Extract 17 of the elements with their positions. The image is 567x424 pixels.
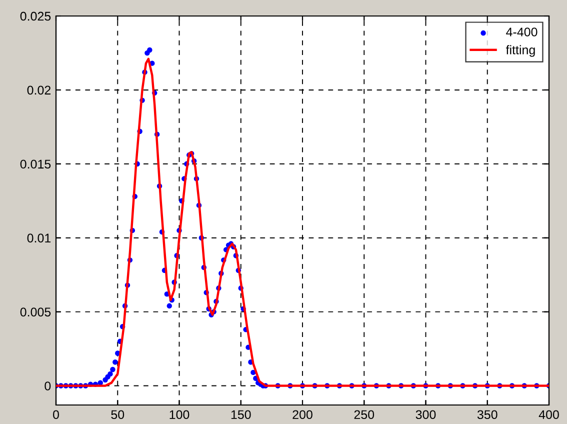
x-tick-label: 200	[292, 410, 312, 420]
x-tick-label: 300	[416, 410, 436, 420]
y-tick-label: 0.005	[20, 308, 51, 316]
y-tick-label: 0.015	[20, 160, 51, 169]
x-tick-label: 400	[538, 410, 559, 420]
x-tick-label: 50	[111, 410, 124, 420]
x-tick-label: 150	[231, 410, 251, 420]
x-tick-label: 100	[170, 410, 190, 420]
x-tick-label: 350	[477, 410, 498, 420]
x-tick-label: 0	[53, 410, 59, 420]
y-tick-label: 0.02	[27, 86, 51, 95]
x-tick-label: 250	[354, 410, 374, 420]
y-tick-label: 0	[44, 382, 51, 390]
legend-label: fitting	[506, 45, 535, 57]
y-tick-label: 0.025	[20, 12, 51, 21]
y-tick-label: 0.01	[27, 234, 51, 243]
legend-label: 4-400	[506, 28, 538, 36]
